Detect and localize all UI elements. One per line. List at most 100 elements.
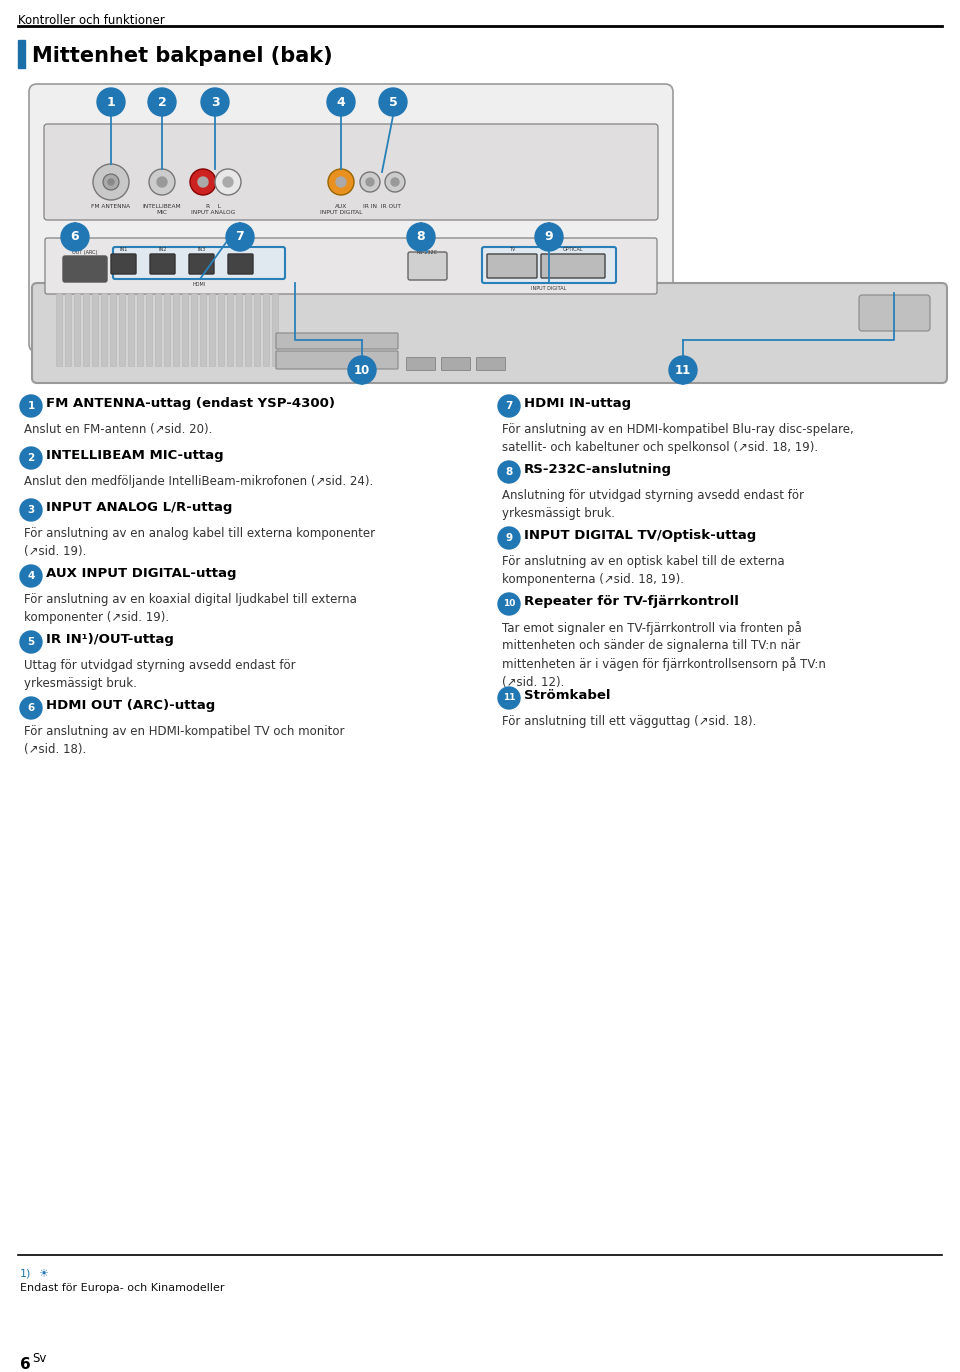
Text: 6: 6 [28,702,35,713]
Text: Anslut den medföljande IntelliBeam-mikrofonen (↗sid. 24).: Anslut den medföljande IntelliBeam-mikro… [24,475,373,488]
FancyBboxPatch shape [276,351,398,369]
Circle shape [498,593,520,615]
Text: 3: 3 [210,96,219,108]
FancyBboxPatch shape [254,294,260,366]
Text: AUX
INPUT DIGITAL: AUX INPUT DIGITAL [320,204,362,215]
Circle shape [385,172,405,192]
Circle shape [201,88,229,117]
Text: 2: 2 [28,453,35,462]
FancyBboxPatch shape [44,123,658,220]
FancyBboxPatch shape [45,237,657,294]
Text: 9: 9 [505,532,513,543]
FancyBboxPatch shape [273,294,278,366]
Text: RS-232C: RS-232C [417,250,438,255]
Text: HDMI OUT (ARC)-uttag: HDMI OUT (ARC)-uttag [46,698,215,712]
Text: 1): 1) [20,1269,32,1279]
FancyBboxPatch shape [102,294,108,366]
Circle shape [535,224,563,251]
Text: Uttag för utvidgad styrning avsedd endast för
yrkesmässigt bruk.: Uttag för utvidgad styrning avsedd endas… [24,659,296,690]
Circle shape [198,177,208,187]
FancyBboxPatch shape [113,247,285,279]
Text: Kontroller och funktioner: Kontroller och funktioner [18,14,165,27]
FancyBboxPatch shape [65,294,71,366]
Circle shape [498,687,520,709]
Circle shape [190,169,216,195]
Circle shape [61,224,89,251]
Text: HDMI IN-uttag: HDMI IN-uttag [524,397,631,410]
FancyBboxPatch shape [406,358,436,370]
Text: RS-232C-anslutning: RS-232C-anslutning [524,462,672,476]
Text: INPUT ANALOG L/R-uttag: INPUT ANALOG L/R-uttag [46,501,232,514]
Text: 1: 1 [107,96,115,108]
Text: OUT (ARC): OUT (ARC) [72,250,98,255]
FancyBboxPatch shape [263,294,270,366]
FancyBboxPatch shape [442,358,470,370]
FancyBboxPatch shape [189,254,214,274]
Text: 4: 4 [337,96,346,108]
Circle shape [93,165,129,200]
Text: INPUT DIGITAL: INPUT DIGITAL [531,285,566,291]
Circle shape [20,395,42,417]
Circle shape [103,174,119,189]
Text: För anslutning av en analog kabel till externa komponenter
(↗sid. 19).: För anslutning av en analog kabel till e… [24,527,375,557]
Circle shape [498,527,520,549]
Text: ☀: ☀ [38,1269,48,1279]
FancyBboxPatch shape [191,294,198,366]
FancyBboxPatch shape [156,294,161,366]
Text: 10: 10 [354,364,371,376]
Text: 2: 2 [157,96,166,108]
FancyBboxPatch shape [147,294,153,366]
FancyBboxPatch shape [150,254,175,274]
Text: AUX INPUT DIGITAL-uttag: AUX INPUT DIGITAL-uttag [46,567,236,580]
FancyBboxPatch shape [487,254,537,279]
FancyBboxPatch shape [276,333,398,348]
Circle shape [215,169,241,195]
Text: För anslutning av en HDMI-kompatibel Blu-ray disc-spelare,
satellit- och kabeltu: För anslutning av en HDMI-kompatibel Blu… [502,423,853,454]
Circle shape [20,499,42,521]
FancyBboxPatch shape [164,294,171,366]
Text: Anslutning för utvidgad styrning avsedd endast för
yrkesmässigt bruk.: Anslutning för utvidgad styrning avsedd … [502,488,804,520]
Circle shape [20,565,42,587]
Text: Endast för Europa- och Kinamodeller: Endast för Europa- och Kinamodeller [20,1283,225,1292]
Circle shape [328,169,354,195]
Text: 3: 3 [28,505,35,514]
Text: 1: 1 [28,401,35,412]
Text: 8: 8 [417,230,425,243]
FancyBboxPatch shape [209,294,215,366]
Text: 5: 5 [28,637,35,648]
Circle shape [348,355,376,384]
Text: IR IN¹)/OUT-uttag: IR IN¹)/OUT-uttag [46,632,174,646]
FancyBboxPatch shape [236,294,243,366]
FancyBboxPatch shape [859,295,930,331]
Circle shape [407,224,435,251]
FancyBboxPatch shape [110,294,116,366]
FancyBboxPatch shape [57,294,62,366]
FancyBboxPatch shape [84,294,89,366]
Text: Anslut en FM-antenn (↗sid. 20).: Anslut en FM-antenn (↗sid. 20). [24,423,212,436]
Text: Repeater för TV-fjärrkontroll: Repeater för TV-fjärrkontroll [524,595,739,608]
FancyBboxPatch shape [228,294,233,366]
Circle shape [366,178,374,187]
Circle shape [379,88,407,117]
Circle shape [108,178,114,185]
Circle shape [148,88,176,117]
Text: För anslutning till ett vägguttag (↗sid. 18).: För anslutning till ett vägguttag (↗sid.… [502,715,756,729]
Text: 8: 8 [505,466,513,477]
Circle shape [157,177,167,187]
FancyBboxPatch shape [201,294,206,366]
Circle shape [149,169,175,195]
Text: R    L
INPUT ANALOG: R L INPUT ANALOG [191,204,235,215]
FancyBboxPatch shape [228,254,253,274]
Text: För anslutning av en koaxial digital ljudkabel till externa
komponenter (↗sid. 1: För anslutning av en koaxial digital lju… [24,593,357,623]
Circle shape [223,177,233,187]
Text: 4: 4 [27,571,35,580]
Circle shape [20,631,42,653]
Circle shape [226,224,254,251]
Text: INTELLIBEAM MIC-uttag: INTELLIBEAM MIC-uttag [46,449,224,462]
FancyBboxPatch shape [482,247,616,283]
Text: 6: 6 [71,230,80,243]
FancyBboxPatch shape [75,294,81,366]
FancyBboxPatch shape [32,283,947,383]
FancyBboxPatch shape [129,294,134,366]
Circle shape [669,355,697,384]
